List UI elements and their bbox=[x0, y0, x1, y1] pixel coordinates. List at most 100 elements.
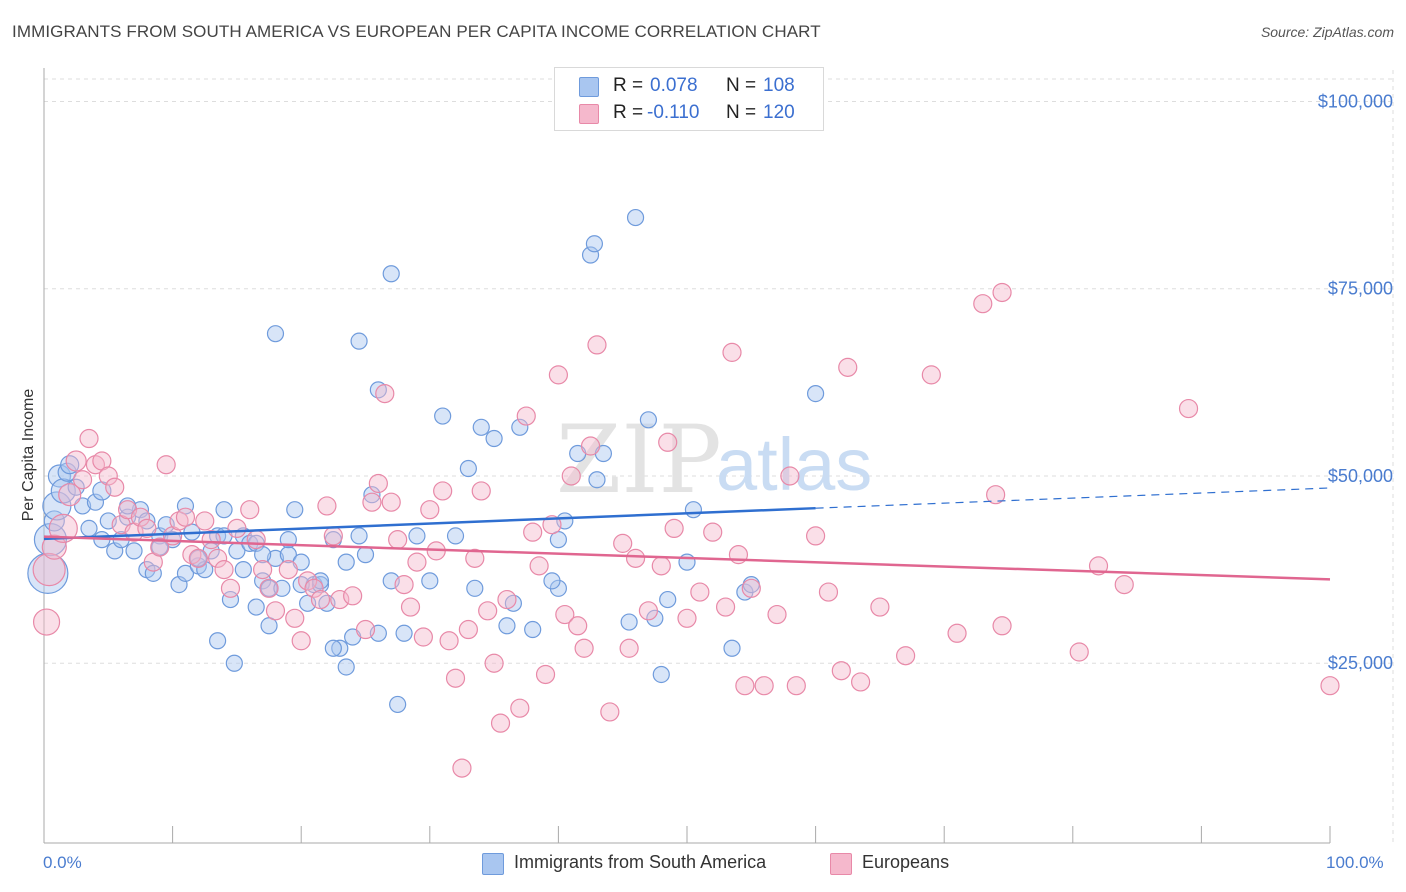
point-european bbox=[484, 653, 504, 673]
point-european bbox=[625, 548, 646, 568]
point-south-america bbox=[620, 613, 638, 631]
watermark-zip: ZIP bbox=[556, 406, 722, 515]
point-european bbox=[156, 455, 176, 475]
point-european bbox=[400, 597, 421, 617]
point-european bbox=[992, 616, 1012, 636]
point-european bbox=[548, 365, 569, 385]
point-european bbox=[516, 406, 536, 426]
point-european bbox=[330, 589, 350, 610]
point-south-america bbox=[80, 519, 98, 538]
r-label-pink: R = bbox=[613, 102, 644, 123]
point-south-america bbox=[247, 598, 265, 616]
point-south-america bbox=[350, 527, 368, 545]
point-european bbox=[921, 365, 941, 385]
point-south-america bbox=[678, 553, 696, 571]
point-european bbox=[677, 608, 697, 628]
point-south-america bbox=[234, 561, 252, 579]
point-european bbox=[420, 500, 440, 520]
stats-row-blue: R = 0.078 N = 108 bbox=[555, 74, 823, 100]
point-european bbox=[600, 702, 620, 722]
point-european bbox=[227, 518, 247, 539]
point-european bbox=[851, 672, 871, 692]
point-european bbox=[32, 608, 61, 636]
point-european bbox=[304, 578, 324, 598]
point-european bbox=[413, 627, 433, 647]
point-european bbox=[323, 526, 343, 546]
legend-pink-label: Europeans bbox=[862, 852, 950, 872]
point-south-america bbox=[466, 579, 484, 597]
point-south-america bbox=[350, 332, 368, 350]
point-european bbox=[619, 638, 639, 658]
point-south-america bbox=[421, 572, 439, 590]
point-european bbox=[767, 604, 787, 625]
point-south-america bbox=[337, 553, 355, 571]
n-value-blue: 108 bbox=[763, 75, 795, 96]
point-european bbox=[65, 450, 87, 472]
point-european bbox=[188, 548, 208, 568]
point-european bbox=[355, 619, 376, 640]
point-south-america bbox=[639, 411, 658, 429]
point-south-america bbox=[472, 418, 490, 436]
point-european bbox=[722, 342, 742, 362]
point-european bbox=[291, 631, 311, 651]
point-european bbox=[780, 466, 800, 486]
point-european bbox=[388, 530, 408, 550]
legend-blue-swatch bbox=[482, 853, 504, 875]
point-european bbox=[1069, 642, 1089, 662]
point-south-america bbox=[511, 418, 529, 436]
point-european bbox=[896, 646, 916, 666]
point-european bbox=[638, 601, 659, 621]
point-european bbox=[48, 513, 78, 544]
point-european bbox=[98, 466, 118, 486]
point-european bbox=[831, 661, 851, 681]
point-european bbox=[465, 548, 485, 568]
point-south-america bbox=[260, 579, 278, 597]
point-european bbox=[1320, 676, 1340, 696]
point-european bbox=[555, 604, 575, 625]
point-european bbox=[947, 623, 967, 643]
point-european bbox=[246, 530, 266, 550]
point-south-america bbox=[581, 246, 600, 264]
point-south-america bbox=[176, 564, 195, 582]
point-european bbox=[1178, 398, 1199, 419]
point-european bbox=[735, 676, 755, 696]
point-south-america bbox=[585, 235, 604, 253]
point-south-america bbox=[524, 620, 542, 639]
point-south-america bbox=[221, 590, 240, 609]
point-european bbox=[1114, 574, 1134, 595]
point-south-america bbox=[86, 493, 105, 511]
point-european bbox=[664, 518, 684, 539]
point-european bbox=[265, 601, 286, 621]
point-south-america bbox=[498, 617, 516, 635]
point-european bbox=[259, 578, 279, 598]
point-european bbox=[613, 533, 633, 553]
point-european bbox=[805, 526, 826, 546]
point-european bbox=[214, 560, 234, 580]
point-european bbox=[523, 522, 543, 542]
point-south-america bbox=[389, 695, 407, 714]
point-south-america bbox=[273, 579, 291, 597]
y-tick-label: $75,000 bbox=[1328, 279, 1393, 299]
point-european bbox=[478, 601, 498, 621]
point-south-america bbox=[279, 546, 297, 564]
point-european bbox=[452, 758, 472, 778]
point-european bbox=[651, 556, 671, 576]
legend-blue-label: Immigrants from South America bbox=[514, 852, 767, 872]
point-south-america bbox=[125, 542, 143, 560]
r-label-blue: R = bbox=[613, 75, 644, 96]
point-south-america bbox=[504, 594, 522, 612]
point-european bbox=[458, 619, 478, 640]
point-european bbox=[992, 282, 1012, 303]
pink-swatch bbox=[579, 104, 599, 124]
r-value-blue: 0.078 bbox=[650, 75, 698, 96]
point-european bbox=[542, 515, 562, 535]
point-south-america bbox=[485, 429, 503, 448]
point-european bbox=[317, 496, 337, 516]
source-label: Source: ZipAtlas.com bbox=[1260, 24, 1394, 40]
point-european bbox=[278, 560, 298, 580]
point-european bbox=[703, 522, 723, 542]
point-european bbox=[375, 383, 395, 404]
point-south-america bbox=[806, 384, 825, 403]
legend-pink-swatch bbox=[830, 853, 852, 875]
